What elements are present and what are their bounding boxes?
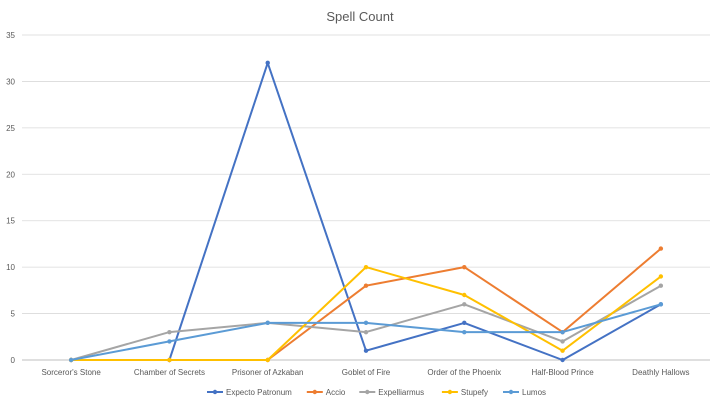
data-point [462, 302, 467, 307]
data-point [560, 357, 565, 363]
legend-marker [365, 389, 370, 395]
y-tick-label: 15 [6, 217, 15, 226]
legend-marker [312, 389, 317, 395]
chart-title: Spell Count [326, 9, 394, 24]
legend: Expecto Patronum Accio Expelliarmus Stupefy… [207, 388, 546, 397]
legend-item: Stupefy [441, 388, 488, 397]
legend-item: Expecto Patronum [207, 388, 292, 397]
series-lines [68, 60, 664, 363]
data-point [658, 283, 664, 288]
data-point [658, 302, 664, 307]
legend-label: Expecto Patronum [226, 388, 292, 397]
data-point [363, 329, 369, 335]
data-point [560, 329, 565, 335]
data-point [462, 292, 467, 298]
x-tick-label: Sorceror's Stone [41, 368, 101, 377]
series-line [71, 61, 662, 361]
series-lumos [68, 302, 664, 363]
x-tick-label: Goblet of Fire [342, 368, 391, 377]
data-point [462, 329, 467, 335]
series-expecto-patronum [68, 60, 664, 363]
data-point [363, 264, 369, 270]
data-point [658, 246, 664, 251]
legend-item: Lumos [503, 388, 546, 397]
legend-label: Stupefy [461, 388, 488, 397]
x-tick-label: Prisoner of Azkaban [232, 368, 304, 377]
data-point [560, 348, 565, 353]
data-point [265, 320, 270, 326]
y-axis-ticks: 0 5 10 15 20 25 30 35 [6, 31, 15, 365]
legend-label: Expelliarmus [378, 388, 424, 397]
y-tick-label: 10 [6, 263, 15, 272]
x-axis-ticks: Sorceror's Stone Chamber of Secrets Prison… [41, 368, 689, 377]
y-tick-label: 30 [6, 77, 15, 86]
legend-marker [212, 389, 218, 395]
x-tick-label: Chamber of Secrets [134, 368, 205, 377]
data-point [265, 357, 270, 363]
x-tick-label: Deathly Hallows [632, 368, 689, 377]
data-point [68, 357, 74, 363]
gridlines [22, 34, 710, 361]
y-tick-label: 5 [11, 310, 16, 319]
series-stupefy [68, 264, 664, 363]
data-point [363, 320, 369, 326]
y-tick-label: 0 [11, 356, 16, 365]
data-point [560, 339, 565, 344]
y-tick-label: 20 [6, 170, 15, 179]
x-tick-label: Order of the Phoenix [427, 368, 501, 377]
data-point [363, 283, 369, 288]
legend-marker [447, 389, 453, 395]
legend-item: Expelliarmus [359, 388, 424, 397]
y-tick-label: 35 [6, 31, 15, 40]
series-accio [68, 246, 664, 363]
data-point [462, 264, 467, 270]
data-point [167, 357, 172, 363]
data-point [265, 60, 270, 66]
data-point [167, 339, 172, 344]
data-point [167, 329, 172, 335]
y-tick-label: 25 [6, 124, 15, 133]
legend-marker [508, 389, 514, 395]
data-point [363, 348, 369, 353]
legend-item: Accio [306, 388, 346, 397]
legend-label: Lumos [522, 388, 546, 397]
data-point [462, 320, 467, 326]
legend-label: Accio [326, 388, 346, 397]
x-tick-label: Half-Blood Prince [531, 368, 594, 377]
data-point [658, 274, 664, 279]
